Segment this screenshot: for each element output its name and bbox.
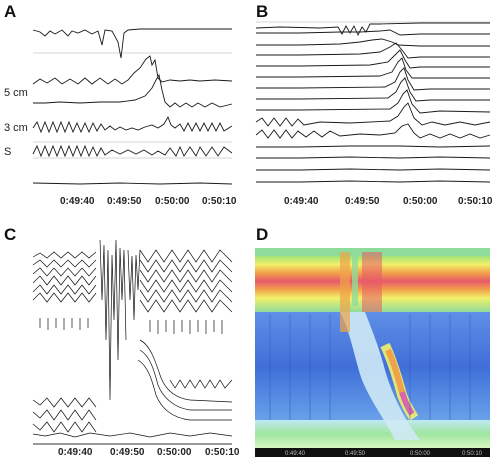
- panel-a-tick-3: 0:50:00: [155, 196, 190, 207]
- panel-label-d: D: [256, 225, 269, 244]
- panel-b-tick-4: 0:50:10: [458, 196, 493, 207]
- panel-a-tick-4: 0:50:10: [202, 196, 237, 207]
- panel-label-c: C: [4, 225, 17, 244]
- panel-b-tick-3: 0:50:00: [403, 196, 438, 207]
- panel-c-tick-2: 0:49:50: [110, 447, 145, 458]
- panel-a-label-3cm: 3 cm: [4, 122, 28, 134]
- panel-c-tick-3: 0:50:00: [157, 447, 192, 458]
- panel-c-tick-1: 0:49:40: [58, 447, 93, 458]
- panel-label-b: B: [256, 2, 269, 21]
- panel-c-contours: [32, 239, 233, 438]
- panel-c-tick-4: 0:50:10: [205, 447, 240, 458]
- panel-a-tick-2: 0:49:50: [107, 196, 142, 207]
- panel-d-tick-1: 0:49:40: [285, 451, 306, 457]
- panel-d-tick-2: 0:49:50: [345, 451, 366, 457]
- panel-d-tick-3: 0:50:00: [410, 451, 431, 457]
- panel-b-tick-2: 0:49:50: [345, 196, 380, 207]
- panel-a-label-5cm: 5 cm: [4, 87, 28, 99]
- panel-b-tick-1: 0:49:40: [284, 196, 319, 207]
- panel-label-a: A: [4, 2, 17, 21]
- panel-d-tick-4: 0:50:10: [462, 451, 483, 457]
- panel-a-label-s: S: [4, 146, 12, 158]
- panel-a-tick-1: 0:49:40: [60, 196, 95, 207]
